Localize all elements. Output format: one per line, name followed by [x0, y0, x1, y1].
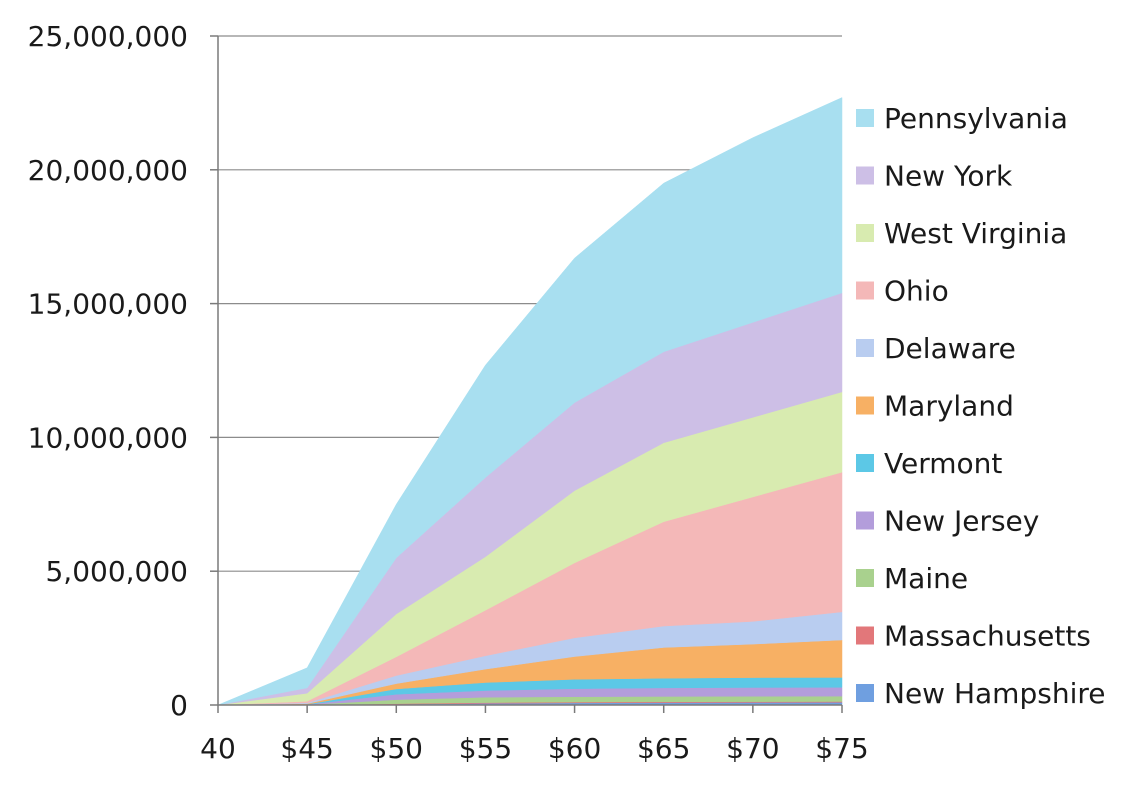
y-tick-label: 10,000,000 [28, 421, 188, 454]
legend-label: West Virginia [884, 217, 1067, 250]
y-tick-label: 20,000,000 [28, 154, 188, 187]
legend-item-maryland: Maryland [856, 390, 1014, 423]
legend-item-massachusetts: Massachusetts [856, 620, 1091, 653]
legend-item-new-jersey: New Jersey [856, 505, 1039, 538]
x-tick-label: $70 [726, 732, 779, 765]
legend-swatch [856, 626, 874, 645]
legend-item-maine: Maine [856, 562, 968, 595]
legend-item-pennsylvania: Pennsylvania [856, 102, 1068, 135]
legend-label: Massachusetts [884, 620, 1091, 653]
legend-swatch [856, 511, 874, 530]
legend-label: Maryland [884, 390, 1014, 423]
legend-label: New York [884, 160, 1013, 193]
y-tick-label: 0 [170, 689, 188, 722]
x-tick-label: 40 [200, 732, 236, 765]
x-tick-label: $65 [637, 732, 690, 765]
series-areas [217, 97, 843, 706]
legend-swatch [856, 396, 874, 415]
y-tick-label: 5,000,000 [45, 555, 188, 588]
legend-label: New Hampshire [884, 677, 1105, 710]
legend-swatch [856, 166, 874, 185]
legend: Pennsylvania New York West Virginia Ohio Del… [856, 102, 1105, 710]
x-tick-label: $60 [548, 732, 601, 765]
legend-label: New Jersey [884, 505, 1039, 538]
legend-label: Maine [884, 562, 968, 595]
x-tick-label: $55 [459, 732, 512, 765]
x-tick-label: $50 [370, 732, 423, 765]
y-tick-labels: 0 5,000,000 10,000,000 15,000,000 20,000,000… [28, 20, 188, 722]
legend-label: Ohio [884, 275, 949, 308]
legend-item-vermont: Vermont [856, 447, 1002, 480]
legend-item-new-hampshire: New Hampshire [856, 677, 1105, 710]
legend-swatch [856, 224, 874, 242]
legend-swatch [856, 454, 874, 472]
y-tick-label: 15,000,000 [28, 288, 188, 321]
legend-swatch [856, 109, 874, 127]
legend-swatch [856, 569, 874, 587]
legend-swatch [856, 339, 874, 357]
axes [210, 35, 843, 713]
x-tick-labels: 40 $45 $50 $55 $60 $65 $70 $75 [200, 732, 869, 765]
legend-swatch [856, 281, 874, 300]
area-pennsylvania [217, 97, 843, 706]
x-tick-label: $45 [280, 732, 333, 765]
y-tick-label: 25,000,000 [28, 20, 188, 53]
legend-label: Delaware [884, 332, 1016, 365]
legend-item-west-virginia: West Virginia [856, 217, 1067, 250]
legend-item-new-york: New York [856, 160, 1013, 193]
x-tick-label: $75 [815, 732, 868, 765]
legend-swatch [856, 684, 874, 702]
legend-label: Pennsylvania [884, 102, 1068, 135]
legend-item-delaware: Delaware [856, 332, 1016, 365]
legend-label: Vermont [884, 447, 1002, 480]
legend-item-ohio: Ohio [856, 275, 949, 308]
